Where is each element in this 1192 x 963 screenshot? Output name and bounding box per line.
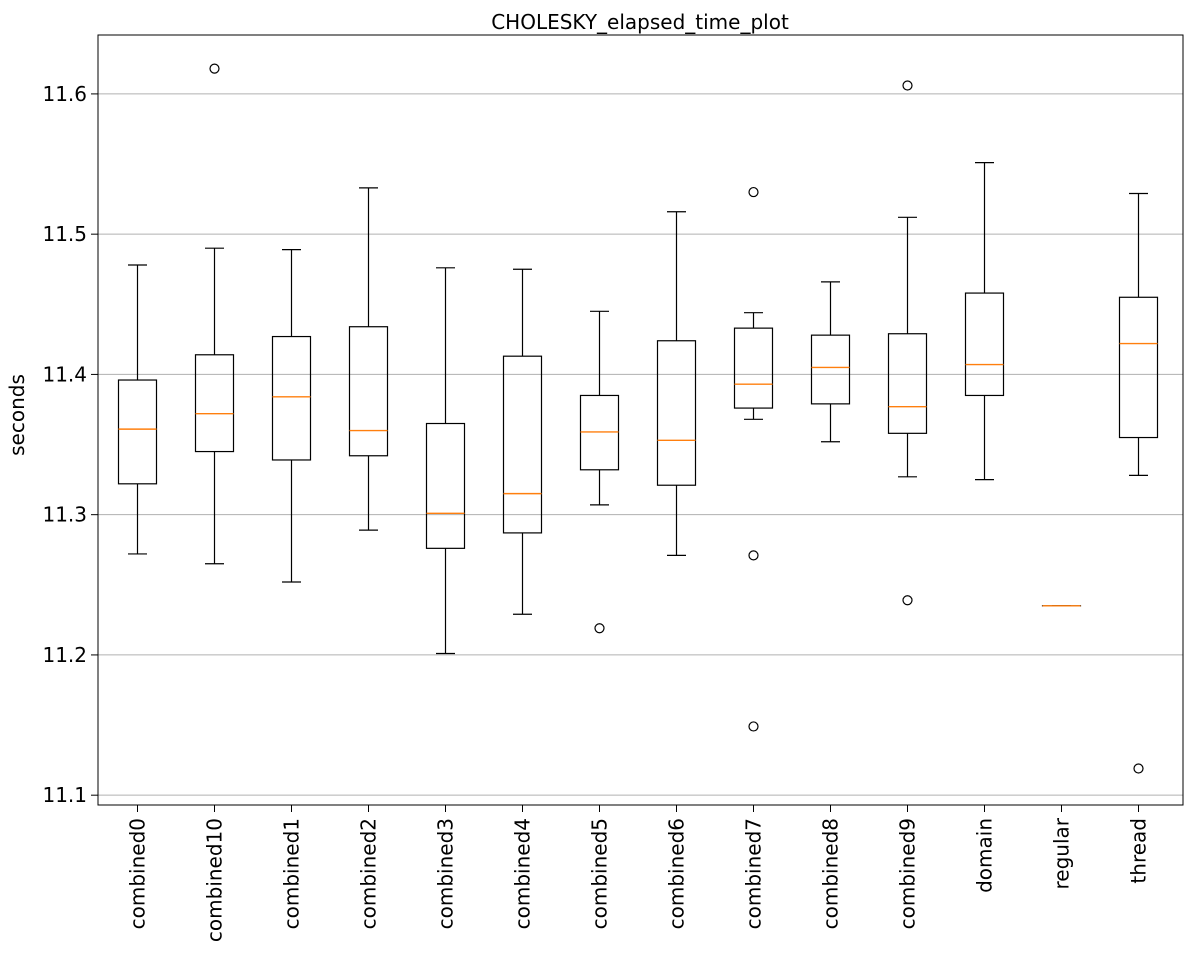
x-tick-label: combined0 (126, 818, 150, 929)
x-tick-label: combined1 (280, 818, 304, 929)
box-combined1 (271, 248, 312, 583)
iqr-box (887, 333, 928, 434)
y-ticks: 11.1 11.2 11.3 11.4 11.5 11.6 (42, 82, 98, 807)
iqr-box (579, 394, 620, 471)
y-tick-label: 11.5 (42, 222, 87, 246)
iqr-box (348, 326, 389, 457)
y-tick-label: 11.3 (42, 503, 87, 527)
x-tick-label: combined7 (742, 818, 766, 929)
outlier-point (902, 595, 913, 606)
iqr-box (733, 327, 774, 409)
grid-lines (98, 93, 1183, 796)
y-tick-label: 11.1 (42, 783, 87, 807)
box-thread (1118, 192, 1159, 774)
y-tick-label: 11.4 (42, 362, 87, 386)
x-tick-label: combined6 (665, 818, 689, 929)
box-combined5 (579, 310, 620, 634)
boxes (117, 63, 1159, 774)
x-tick-label: combined9 (896, 818, 920, 929)
x-tick-label: combined5 (588, 818, 612, 929)
iqr-box (810, 334, 851, 405)
iqr-box (271, 335, 312, 461)
iqr-box (194, 354, 235, 453)
x-tick-label: combined2 (357, 818, 381, 929)
iqr-box (425, 422, 466, 549)
iqr-box (502, 355, 543, 534)
outlier-point (902, 80, 913, 91)
outlier-point (748, 721, 759, 732)
iqr-box (656, 340, 697, 486)
box-combined8 (810, 281, 851, 443)
iqr-box (117, 379, 158, 485)
x-tick-label: domain (973, 818, 997, 893)
box-combined6 (656, 211, 697, 556)
y-tick-label: 11.2 (42, 643, 87, 667)
outlier-point (748, 186, 759, 198)
y-axis-label: seconds (5, 374, 29, 456)
x-tick-label: combined3 (434, 818, 458, 929)
iqr-box (964, 292, 1005, 397)
outlier-point (594, 623, 605, 634)
box-combined9 (887, 80, 928, 606)
x-tick-label: combined10 (203, 818, 227, 942)
x-tick-label: combined4 (511, 818, 535, 929)
y-tick-label: 11.6 (42, 82, 87, 106)
box-combined7 (733, 186, 774, 732)
outlier-point (748, 550, 759, 561)
x-ticks: combined0 combined10 combined1 combined2 com… (126, 805, 1151, 942)
x-tick-label: regular (1050, 817, 1074, 889)
x-tick-label: thread (1127, 818, 1151, 884)
iqr-box (1118, 296, 1159, 439)
plot-area-frame (97, 34, 1184, 806)
outlier-point (209, 63, 220, 74)
chart-title: CHOLESKY_elapsed_time_plot (491, 10, 789, 34)
box-combined10 (194, 63, 235, 565)
box-combined2 (348, 187, 389, 531)
box-combined0 (117, 264, 158, 555)
outlier-point (1133, 763, 1144, 774)
box-combined4 (502, 268, 543, 615)
box-domain (964, 162, 1005, 481)
x-tick-label: combined8 (819, 818, 843, 929)
box-combined3 (425, 267, 466, 655)
